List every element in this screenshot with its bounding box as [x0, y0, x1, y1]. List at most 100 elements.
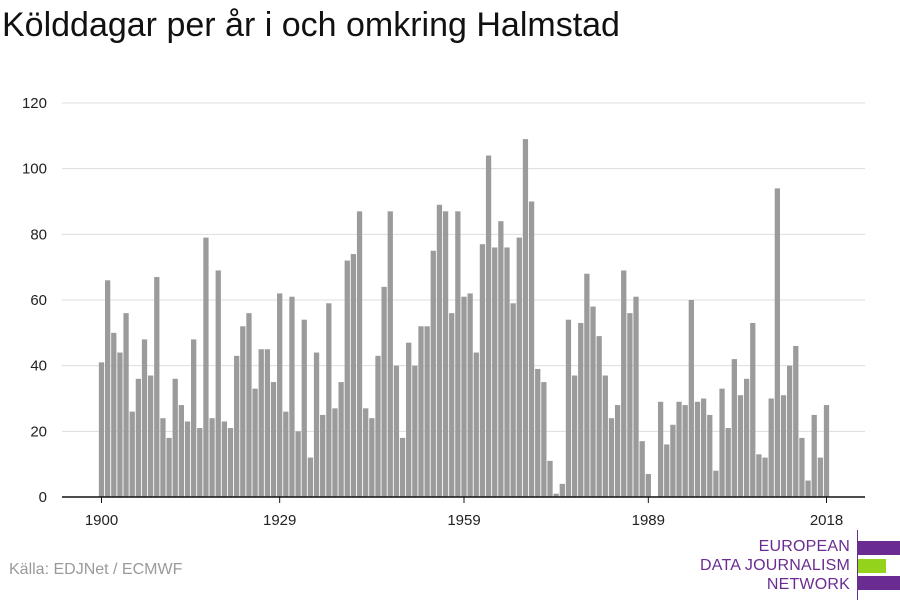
logo-line-data-journalism: DATA JOURNALISM [700, 557, 850, 574]
bar-2017 [817, 457, 823, 497]
bar-2010 [774, 188, 780, 497]
bar-1941 [350, 254, 357, 497]
bar-1997 [694, 401, 701, 497]
bar-1954 [430, 250, 436, 497]
x-tick-label: 1900 [85, 512, 118, 529]
y-tick-label: 120 [22, 95, 47, 112]
bar-1919 [215, 270, 221, 497]
bar-1993 [670, 424, 676, 497]
logo-bar-bottom [858, 576, 900, 590]
bar-2015 [805, 480, 811, 497]
bar-2003 [731, 359, 737, 497]
logo-line-european: EUROPEAN [758, 538, 850, 555]
bar-1994 [676, 401, 682, 497]
bar-1950 [406, 342, 412, 497]
bar-1978 [578, 322, 584, 497]
bar-1998 [700, 398, 707, 497]
logo-divider [857, 530, 858, 600]
y-tick-label: 40 [30, 358, 47, 375]
bar-1943 [363, 408, 369, 497]
x-tick-label: 1989 [632, 512, 665, 529]
x-tick-label: 1929 [263, 512, 296, 529]
bar-1904 [123, 313, 129, 497]
bar-2000 [713, 470, 719, 497]
bar-1947 [387, 211, 393, 497]
bar-1979 [584, 273, 590, 497]
bar-1951 [412, 365, 418, 497]
bar-1905 [129, 411, 135, 497]
edjnet-logo[interactable]: EUROPEAN DATA JOURNALISM NETWORK [700, 530, 900, 600]
bar-1988 [639, 441, 645, 497]
logo-line-network: NETWORK [766, 576, 850, 593]
bar-1992 [664, 444, 670, 497]
bar-1924 [246, 313, 252, 497]
bar-1935 [313, 352, 320, 497]
bar-1983 [608, 418, 615, 497]
bar-1961 [473, 352, 479, 497]
bar-1940 [344, 260, 350, 497]
y-axis-ticks: 0 20 40 60 80 100 120 [22, 95, 47, 506]
bar-1918 [209, 418, 215, 497]
x-tick-label: 2018 [810, 512, 843, 529]
bar-1975 [559, 483, 565, 497]
bar-1991 [657, 401, 664, 497]
bar-1930 [283, 411, 289, 497]
bar-1963 [485, 155, 492, 497]
bar-1934 [307, 457, 314, 497]
bar-1968 [516, 237, 522, 497]
source-note: Källa: EDJNet / ECMWF [9, 561, 183, 578]
logo-bar-top [858, 541, 900, 555]
bar-1960 [467, 293, 473, 497]
bar-1987 [633, 296, 639, 497]
bar-1917 [203, 237, 209, 497]
bar-1946 [381, 286, 387, 497]
bar-1907 [141, 339, 148, 497]
bar-1957 [449, 313, 455, 497]
bar-1931 [289, 296, 295, 497]
bar-2004 [737, 395, 744, 497]
bar-1989 [645, 474, 651, 497]
bar-1980 [590, 306, 596, 497]
bar-2002 [725, 428, 731, 497]
bar-1913 [178, 405, 185, 497]
bar-1952 [418, 326, 424, 497]
bar-1982 [602, 375, 608, 497]
bar-1901 [105, 280, 111, 497]
bar-1928 [270, 382, 277, 497]
bar-1999 [707, 414, 713, 497]
bar-1996 [688, 300, 694, 497]
bar-1955 [436, 204, 443, 497]
bar-1953 [424, 326, 430, 497]
bar-1962 [479, 244, 486, 497]
bar-1969 [522, 139, 529, 497]
bar-2007 [756, 454, 762, 497]
bar-1911 [166, 437, 172, 497]
y-tick-label: 80 [30, 226, 47, 243]
bar-1925 [252, 388, 258, 497]
bar-1995 [682, 405, 688, 497]
bar-1967 [510, 303, 516, 497]
bar-1912 [172, 378, 178, 497]
bar-1971 [535, 368, 541, 497]
bar-1922 [234, 355, 240, 497]
bar-1921 [227, 428, 234, 497]
bar-2014 [799, 437, 805, 497]
bar-1915 [191, 339, 197, 497]
bar-1984 [614, 405, 621, 497]
bar-2012 [786, 365, 793, 497]
bars [98, 139, 830, 497]
bar-1956 [442, 211, 449, 497]
bar-2009 [768, 398, 774, 497]
bar-2005 [743, 378, 750, 497]
bar-2006 [750, 322, 756, 497]
bar-1942 [356, 211, 363, 497]
bar-1981 [596, 336, 602, 497]
bar-1970 [528, 201, 535, 497]
bar-1977 [571, 375, 578, 497]
bar-1906 [135, 378, 141, 497]
bar-1944 [369, 418, 375, 497]
bar-1938 [332, 408, 338, 497]
bar-1973 [547, 460, 553, 497]
bar-1902 [111, 332, 117, 497]
bar-1948 [393, 365, 400, 497]
